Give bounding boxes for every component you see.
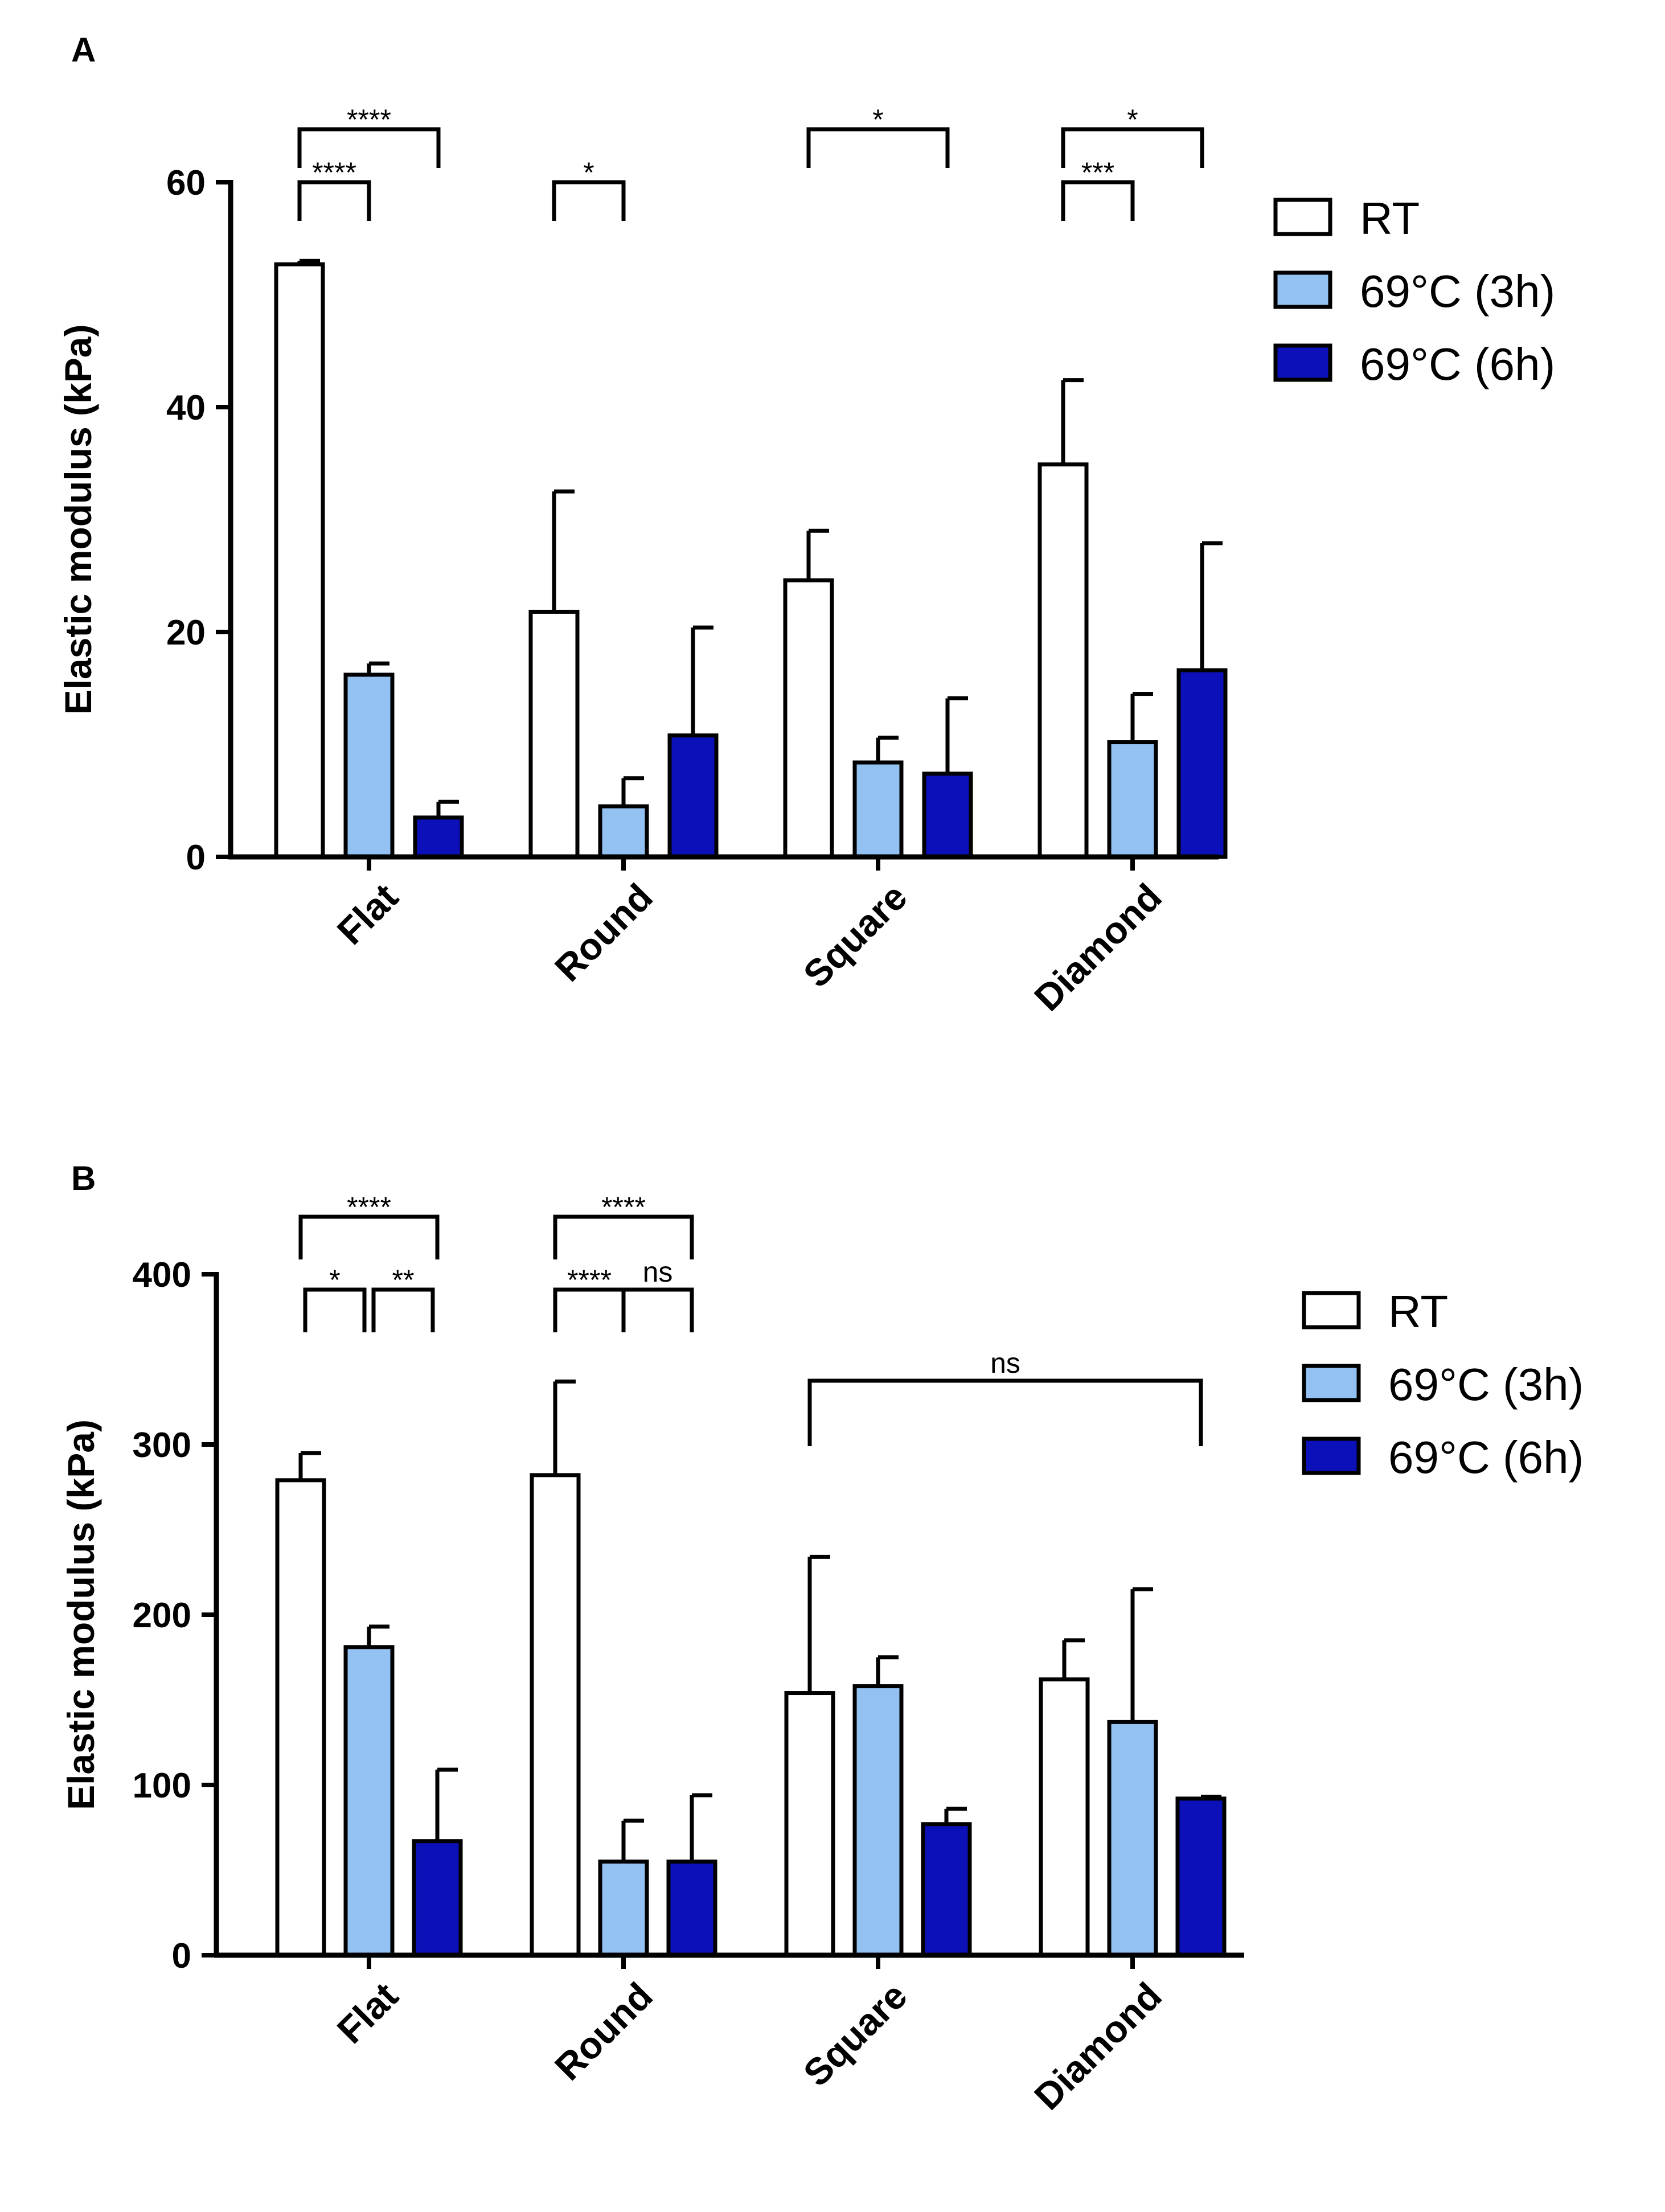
y-tick-label: 40 — [166, 388, 206, 428]
bar-square-rt — [783, 578, 834, 859]
legend-label-rt: RT — [1388, 1286, 1448, 1337]
y-axis-label: Elastic modulus (kPa) — [57, 325, 99, 715]
legend-label-rt: RT — [1360, 193, 1420, 244]
bar-diamond-69-c-6h — [1176, 668, 1228, 859]
legend-label-69-c-3h: 69°C (3h) — [1360, 266, 1555, 317]
panel-b: B Elastic modulus (kPa) 0 100 200 300 400 Flat R… — [60, 1159, 1584, 2118]
significance-bracket — [806, 127, 950, 168]
significance-label: **** — [347, 1191, 391, 1223]
significance-label: **** — [312, 157, 356, 188]
x-tick-label-square: Square — [795, 1975, 915, 2095]
significance-bracket — [553, 1214, 694, 1259]
bar-round-69-c-3h — [598, 804, 649, 859]
bar-round-69-c-6h — [667, 733, 719, 859]
significance-label: **** — [347, 104, 391, 136]
panel-letter: B — [71, 1159, 96, 1197]
significance-bracket — [552, 180, 626, 221]
bar-square-69-c-6h — [922, 771, 973, 859]
bar-square-69-c-6h — [921, 1822, 972, 1957]
significance-label: * — [872, 104, 883, 136]
y-tick-label: 200 — [133, 1596, 191, 1635]
bar-diamond-69-c-3h — [1107, 1719, 1158, 1957]
significance-bracket — [303, 1287, 367, 1332]
legend-swatch-rt — [1273, 198, 1332, 236]
bar-flat-69-c-3h — [343, 672, 395, 859]
significance-bracket — [297, 127, 441, 168]
legend-swatch-69-c-3h — [1302, 1364, 1361, 1402]
y-tick-label: 300 — [133, 1426, 191, 1465]
y-tick-label: 20 — [166, 613, 206, 652]
significance-label: ** — [392, 1264, 415, 1296]
legend-label-69-c-6h: 69°C (6h) — [1360, 339, 1555, 389]
significance-bracket — [807, 1378, 1203, 1446]
legend-label-69-c-3h: 69°C (3h) — [1388, 1359, 1584, 1410]
y-tick-label: 100 — [133, 1766, 191, 1805]
significance-label: ns — [643, 1256, 673, 1288]
x-tick-label-round: Round — [547, 876, 661, 990]
significance-bracket — [621, 1287, 694, 1332]
bar-diamond-69-c-6h — [1175, 1796, 1227, 1957]
legend-swatch-69-c-6h — [1302, 1437, 1361, 1475]
bar-diamond-rt — [1037, 462, 1089, 859]
y-axis-label: Elastic modulus (kPa) — [60, 1419, 102, 1810]
x-tick-label-flat: Flat — [329, 876, 406, 953]
bar-square-rt — [784, 1691, 835, 1957]
bar-diamond-69-c-3h — [1107, 740, 1158, 859]
x-tick-label-diamond: Diamond — [1026, 876, 1170, 1019]
bar-flat-rt — [274, 262, 325, 859]
bar-round-rt — [528, 609, 580, 859]
panel-letter: A — [71, 31, 96, 69]
x-tick-label-round: Round — [547, 1975, 661, 2088]
bar-flat-69-c-6h — [412, 1839, 463, 1957]
bar-square-69-c-3h — [852, 1684, 904, 1957]
y-tick-label: 0 — [172, 1936, 191, 1976]
significance-label: ns — [990, 1347, 1020, 1379]
y-tick-label: 0 — [186, 838, 206, 877]
bar-round-69-c-6h — [666, 1860, 717, 1957]
significance-label: * — [583, 157, 594, 188]
legend-label-69-c-6h: 69°C (6h) — [1388, 1432, 1584, 1483]
x-tick-label-square: Square — [795, 876, 915, 996]
bar-square-69-c-3h — [852, 760, 904, 859]
y-tick-label: 400 — [133, 1255, 191, 1295]
significance-bracket — [1061, 180, 1135, 221]
significance-label: *** — [1081, 157, 1114, 188]
bar-flat-69-c-3h — [343, 1645, 395, 1957]
bar-diamond-rt — [1039, 1677, 1090, 1957]
significance-label: * — [1127, 104, 1138, 136]
significance-bracket — [553, 1287, 626, 1332]
bar-flat-rt — [275, 1478, 326, 1957]
significance-label: **** — [601, 1191, 646, 1223]
bar-round-rt — [530, 1473, 581, 1957]
bar-flat-69-c-6h — [413, 815, 464, 859]
significance-bracket — [298, 1214, 440, 1259]
significance-bracket — [371, 1287, 435, 1332]
x-tick-label-diamond: Diamond — [1026, 1975, 1170, 2118]
bar-round-69-c-3h — [598, 1860, 649, 1957]
panel-a: A Elastic modulus (kPa) 0 20 40 60 Flat Round Sq… — [57, 31, 1555, 1019]
significance-bracket — [297, 180, 371, 221]
significance-label: **** — [567, 1264, 612, 1296]
legend-swatch-69-c-3h — [1273, 270, 1332, 309]
x-tick-label-flat: Flat — [329, 1975, 406, 2051]
y-tick-label: 60 — [166, 163, 206, 203]
legend-swatch-69-c-6h — [1273, 343, 1332, 382]
significance-label: * — [329, 1264, 340, 1296]
legend-swatch-rt — [1302, 1291, 1361, 1329]
significance-bracket — [1061, 127, 1204, 168]
